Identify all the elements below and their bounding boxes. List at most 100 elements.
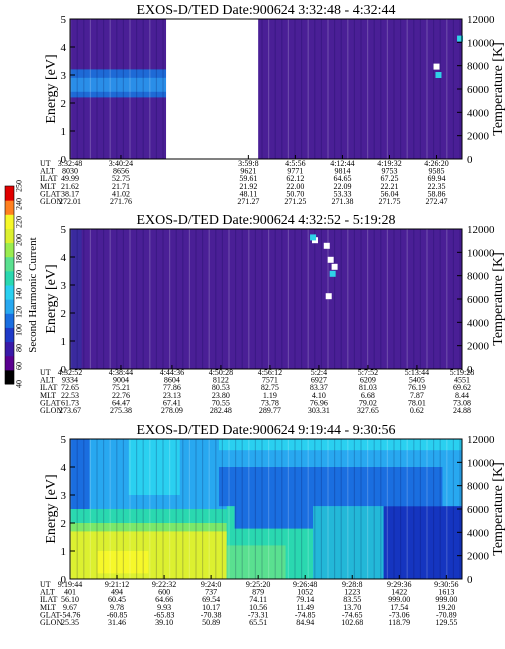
ephemeris-value: 23.13: [163, 391, 181, 400]
texture-streak: [340, 439, 342, 579]
texture-streak: [287, 19, 289, 159]
ephemeris-value: 1422: [391, 588, 407, 597]
ephemeris-value: 75.21: [112, 383, 130, 392]
texture-streak: [400, 19, 402, 159]
ephemeris-value: 3:59:8: [238, 159, 258, 168]
ephemeris-row-label: ALT: [40, 167, 55, 176]
ephemeris-value: 4:12:44: [330, 159, 354, 168]
texture-streak: [241, 229, 243, 369]
texture-streak: [103, 229, 105, 369]
texture-streak: [155, 19, 157, 159]
texture-streak: [70, 439, 72, 579]
colorbar-swatch: [5, 228, 14, 244]
ephemeris-value: 999.00: [388, 595, 410, 604]
y-tick-label: 3: [61, 490, 67, 502]
ephemeris-value: 56.10: [61, 595, 79, 604]
texture-streak: [268, 439, 270, 579]
ephemeris-value: 327.65: [357, 406, 379, 415]
ephemeris-value: 79.14: [296, 595, 314, 604]
ephemeris-value: 282.48: [210, 406, 232, 415]
texture-streak: [334, 229, 336, 369]
ephemeris-value: 22.21: [380, 182, 398, 191]
texture-streak: [380, 19, 382, 159]
texture-streak: [393, 19, 395, 159]
y2-tick-label: 2000: [467, 551, 490, 563]
ephemeris-value: 303.31: [308, 406, 330, 415]
texture-streak: [83, 439, 85, 579]
ephemeris-row-label: ALT: [40, 588, 55, 597]
texture-streak: [274, 229, 276, 369]
ephemeris-value: 79.02: [359, 398, 377, 407]
spectrogram-spot: [325, 293, 332, 300]
colorbar-frame: [4, 185, 15, 385]
texture-streak: [413, 229, 415, 369]
texture-streak: [294, 19, 296, 159]
texture-streak: [261, 19, 263, 159]
texture-streak: [248, 439, 250, 579]
ephemeris-value: 9334: [62, 376, 78, 385]
texture-streak: [142, 439, 144, 579]
ephemeris-value: 64.47: [112, 398, 130, 407]
ephemeris-value: 13.70: [343, 603, 361, 612]
ephemeris-value: 272.47: [426, 197, 448, 206]
ephemeris-value: 60.45: [108, 595, 126, 604]
y-tick-label: 5: [61, 14, 67, 26]
y2-axis-label: Temperature [K]: [491, 252, 505, 345]
ephemeris-value: 22.00: [286, 182, 304, 191]
texture-streak: [446, 19, 448, 159]
ephemeris-value: 401: [64, 588, 76, 597]
texture-streak: [109, 229, 111, 369]
texture-streak: [122, 439, 124, 579]
texture-streak: [261, 229, 263, 369]
texture-streak: [314, 229, 316, 369]
ephemeris-value: 4.10: [312, 391, 326, 400]
ephemeris-value: 8604: [164, 376, 180, 385]
texture-streak: [254, 229, 256, 369]
ephemeris-value: 271.75: [378, 197, 400, 206]
ephemeris-value: 50.89: [202, 618, 220, 627]
y2-tick-label: 2000: [467, 131, 490, 143]
texture-streak: [307, 229, 309, 369]
ephemeris-value: 9.93: [157, 603, 171, 612]
ephemeris-value: 3:40:24: [109, 159, 133, 168]
y2-tick-label: 8000: [467, 481, 490, 493]
ephemeris-value: 273.67: [59, 406, 81, 415]
texture-streak: [314, 19, 316, 159]
texture-streak: [301, 19, 303, 159]
ephemeris-value: 4:50:28: [209, 368, 233, 377]
ephemeris-value: 9:26:48: [293, 580, 317, 589]
texture-streak: [208, 439, 210, 579]
colorbar-tick-label: 140: [15, 288, 24, 300]
ephemeris-row-label: ILAT: [40, 595, 57, 604]
texture-streak: [386, 19, 388, 159]
ephemeris-row-label: ALT: [40, 376, 55, 385]
texture-streak: [439, 439, 441, 579]
ephemeris-row-label: GLAT: [40, 398, 61, 407]
ephemeris-value: -54.76: [60, 610, 81, 619]
colorbar-swatch: [5, 242, 14, 258]
texture-streak: [182, 229, 184, 369]
texture-streak: [413, 19, 415, 159]
y2-tick-label: 0: [467, 574, 473, 586]
ephemeris-value: 22.53: [61, 391, 79, 400]
texture-streak: [393, 229, 395, 369]
spectrogram-spot: [433, 63, 440, 70]
ephemeris-value: 84.94: [296, 618, 314, 627]
ephemeris-value: 58.86: [428, 189, 446, 198]
ephemeris-row-label: UT: [40, 159, 51, 168]
ephemeris-value: 271.25: [284, 197, 306, 206]
ephemeris-value: 879: [252, 588, 264, 597]
y-tick-label: 5: [61, 434, 67, 446]
ephemeris-value: 8122: [213, 376, 229, 385]
y2-tick-label: 4000: [467, 107, 490, 119]
ephemeris-value: 289.77: [259, 406, 281, 415]
ephemeris-value: -73.06: [389, 610, 410, 619]
ephemeris-value: 61.73: [61, 398, 79, 407]
texture-streak: [413, 439, 415, 579]
texture-streak: [419, 439, 421, 579]
y2-tick-label: 12000: [467, 224, 495, 236]
ephemeris-value: 737: [205, 588, 217, 597]
texture-streak: [386, 229, 388, 369]
texture-streak: [83, 229, 85, 369]
